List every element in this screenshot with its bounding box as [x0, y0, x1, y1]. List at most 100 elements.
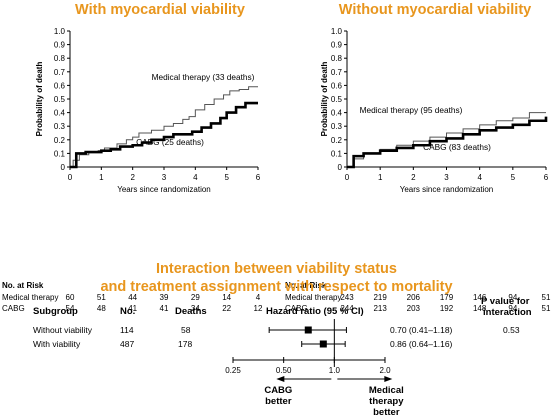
row-subgroup-without: Without viability	[33, 325, 93, 335]
y-axis-label: Probability of death	[35, 62, 44, 137]
row-pvalue-without: 0.53	[503, 325, 520, 335]
risk-cell: 148	[472, 304, 487, 313]
x-tick-label: 5	[511, 173, 516, 182]
risk-cell: 146	[472, 293, 487, 302]
header-hazard-ratio: Hazard ratio (95 % CI)	[266, 306, 364, 317]
risk-cell: 41	[159, 304, 169, 313]
y-tick-label: 0.5	[54, 95, 66, 104]
y-tick-label: 1.0	[54, 27, 66, 36]
risk-cell: 22	[222, 304, 232, 313]
x-tick-label: 2	[130, 173, 135, 182]
medical-therapy-line	[70, 86, 258, 168]
cabg-better-label-line1: CABG	[264, 385, 292, 396]
header-pvalue-line1: P value for	[481, 296, 530, 307]
y-tick-label: 0.3	[331, 122, 343, 131]
risk-cell: 14	[222, 293, 232, 302]
risk-cell: 244	[340, 304, 354, 313]
risk-cell: 94	[508, 304, 518, 313]
y-tick-label: 0.1	[331, 149, 343, 158]
left-arrow-head	[276, 376, 285, 382]
y-tick-label: 0	[338, 163, 343, 172]
risk-cell: 243	[340, 293, 354, 302]
left-risk-header: No. at Risk	[2, 281, 44, 290]
right-risk-label-medical: Medical therapy	[285, 293, 342, 302]
medical-therapy-label: Medical therapy (33 deaths)	[152, 72, 255, 82]
right-risk-header: No. at Risk	[285, 281, 327, 290]
hr-tick-label: 2.0	[379, 366, 391, 375]
hr-tick-label: 0.25	[225, 366, 241, 375]
left-risk-label-cabg: CABG	[2, 304, 25, 313]
risk-cell: 4	[255, 293, 261, 302]
risk-cell: 41	[128, 304, 138, 313]
row-deaths-without: 58	[181, 325, 191, 335]
risk-cell: 213	[373, 304, 387, 313]
left-km-chart: 0 0.1 0.2 0.3 0.4 0.5 0.6 0.7 0.8 0.9 1.0 0 1 2 3 4 5 6 Ye…	[35, 27, 261, 194]
y-tick-label: 0.4	[54, 109, 66, 118]
right-chart-title: Without myocardial viability	[338, 2, 532, 18]
risk-cell: 39	[159, 293, 169, 302]
x-tick-label: 6	[544, 173, 549, 182]
y-tick-label: 0.1	[54, 149, 66, 158]
right-risk-label-cabg: CABG	[285, 304, 308, 313]
y-tick-label: 0.4	[331, 109, 343, 118]
x-axis-label: Years since randomization	[400, 185, 494, 194]
medical-therapy-label: Medical therapy (95 deaths)	[360, 105, 463, 115]
cabg-line	[70, 101, 258, 169]
y-tick-label: 0.6	[54, 81, 66, 90]
left-risk-label-medical: Medical therapy	[2, 293, 59, 302]
risk-cell: 34	[190, 304, 200, 313]
x-tick-label: 1	[99, 173, 104, 182]
risk-cell: 206	[406, 293, 420, 302]
x-tick-label: 1	[378, 173, 383, 182]
x-tick-label: 3	[162, 173, 167, 182]
forest-plot: 0.25 0.50 1.0 2.0CABGbetterMedicaltherapybe…	[225, 319, 404, 417]
y-tick-label: 0.3	[54, 122, 66, 131]
y-tick-label: 1.0	[331, 27, 343, 36]
risk-cell: 48	[96, 304, 106, 313]
x-tick-label: 4	[193, 173, 198, 182]
cabg-label: CABG (83 deaths)	[423, 142, 491, 152]
risk-cell: 44	[128, 293, 138, 302]
hr-tick-label: 1.0	[329, 366, 341, 375]
point-estimate	[319, 340, 327, 348]
header-no: No.	[120, 306, 136, 317]
forest-title-line1: Interaction between viability status	[156, 261, 397, 277]
risk-cell: 192	[439, 304, 454, 313]
y-tick-label: 0.7	[54, 68, 66, 77]
risk-cell: 51	[541, 304, 551, 313]
y-tick-label: 0.8	[331, 54, 343, 63]
left-chart-title: With myocardial viability	[75, 2, 245, 18]
y-tick-label: 0.5	[331, 95, 343, 104]
row-hr-text-without: 0.70 (0.41–1.18)	[390, 325, 453, 335]
risk-cell: 54	[65, 304, 75, 313]
y-tick-label: 0.9	[54, 41, 66, 50]
cabg-label: CABG (25 deaths)	[136, 137, 204, 147]
right-km-chart: 0 0.1 0.2 0.3 0.4 0.5 0.6 0.7 0.8 0.9 1.0 0 1 2 3 4 5 6 Ye…	[320, 27, 549, 194]
medical-better-label-line2: therapy	[369, 396, 404, 407]
row-no-with: 487	[120, 339, 135, 349]
header-pvalue-line2: interaction	[483, 307, 532, 318]
cabg-line	[347, 116, 548, 169]
row-subgroup-with: With viability	[33, 339, 81, 349]
y-tick-label: 0.7	[331, 68, 343, 77]
risk-cell: 94	[508, 293, 518, 302]
y-tick-label: 0.2	[54, 136, 66, 145]
x-axis-label: Years since randomization	[117, 185, 211, 194]
header-subgroup: Subgroup	[33, 306, 78, 317]
row-hr-text-with: 0.86 (0.64–1.16)	[390, 339, 453, 349]
header-deaths: Deaths	[175, 306, 207, 317]
x-tick-label: 3	[444, 173, 449, 182]
risk-cell: 12	[253, 304, 263, 313]
point-estimate	[304, 326, 312, 334]
cabg-better-label-line2: better	[265, 396, 292, 407]
risk-cell: 179	[439, 293, 454, 302]
medical-better-label-line1: Medical	[369, 385, 404, 396]
row-deaths-with: 178	[178, 339, 193, 349]
risk-cell: 219	[373, 293, 387, 302]
right-arrow-head	[384, 376, 393, 382]
y-tick-label: 0.2	[331, 136, 343, 145]
risk-cell: 29	[190, 293, 200, 302]
y-tick-label: 0.6	[331, 81, 343, 90]
row-no-without: 114	[120, 325, 134, 335]
y-tick-label: 0.8	[54, 54, 66, 63]
